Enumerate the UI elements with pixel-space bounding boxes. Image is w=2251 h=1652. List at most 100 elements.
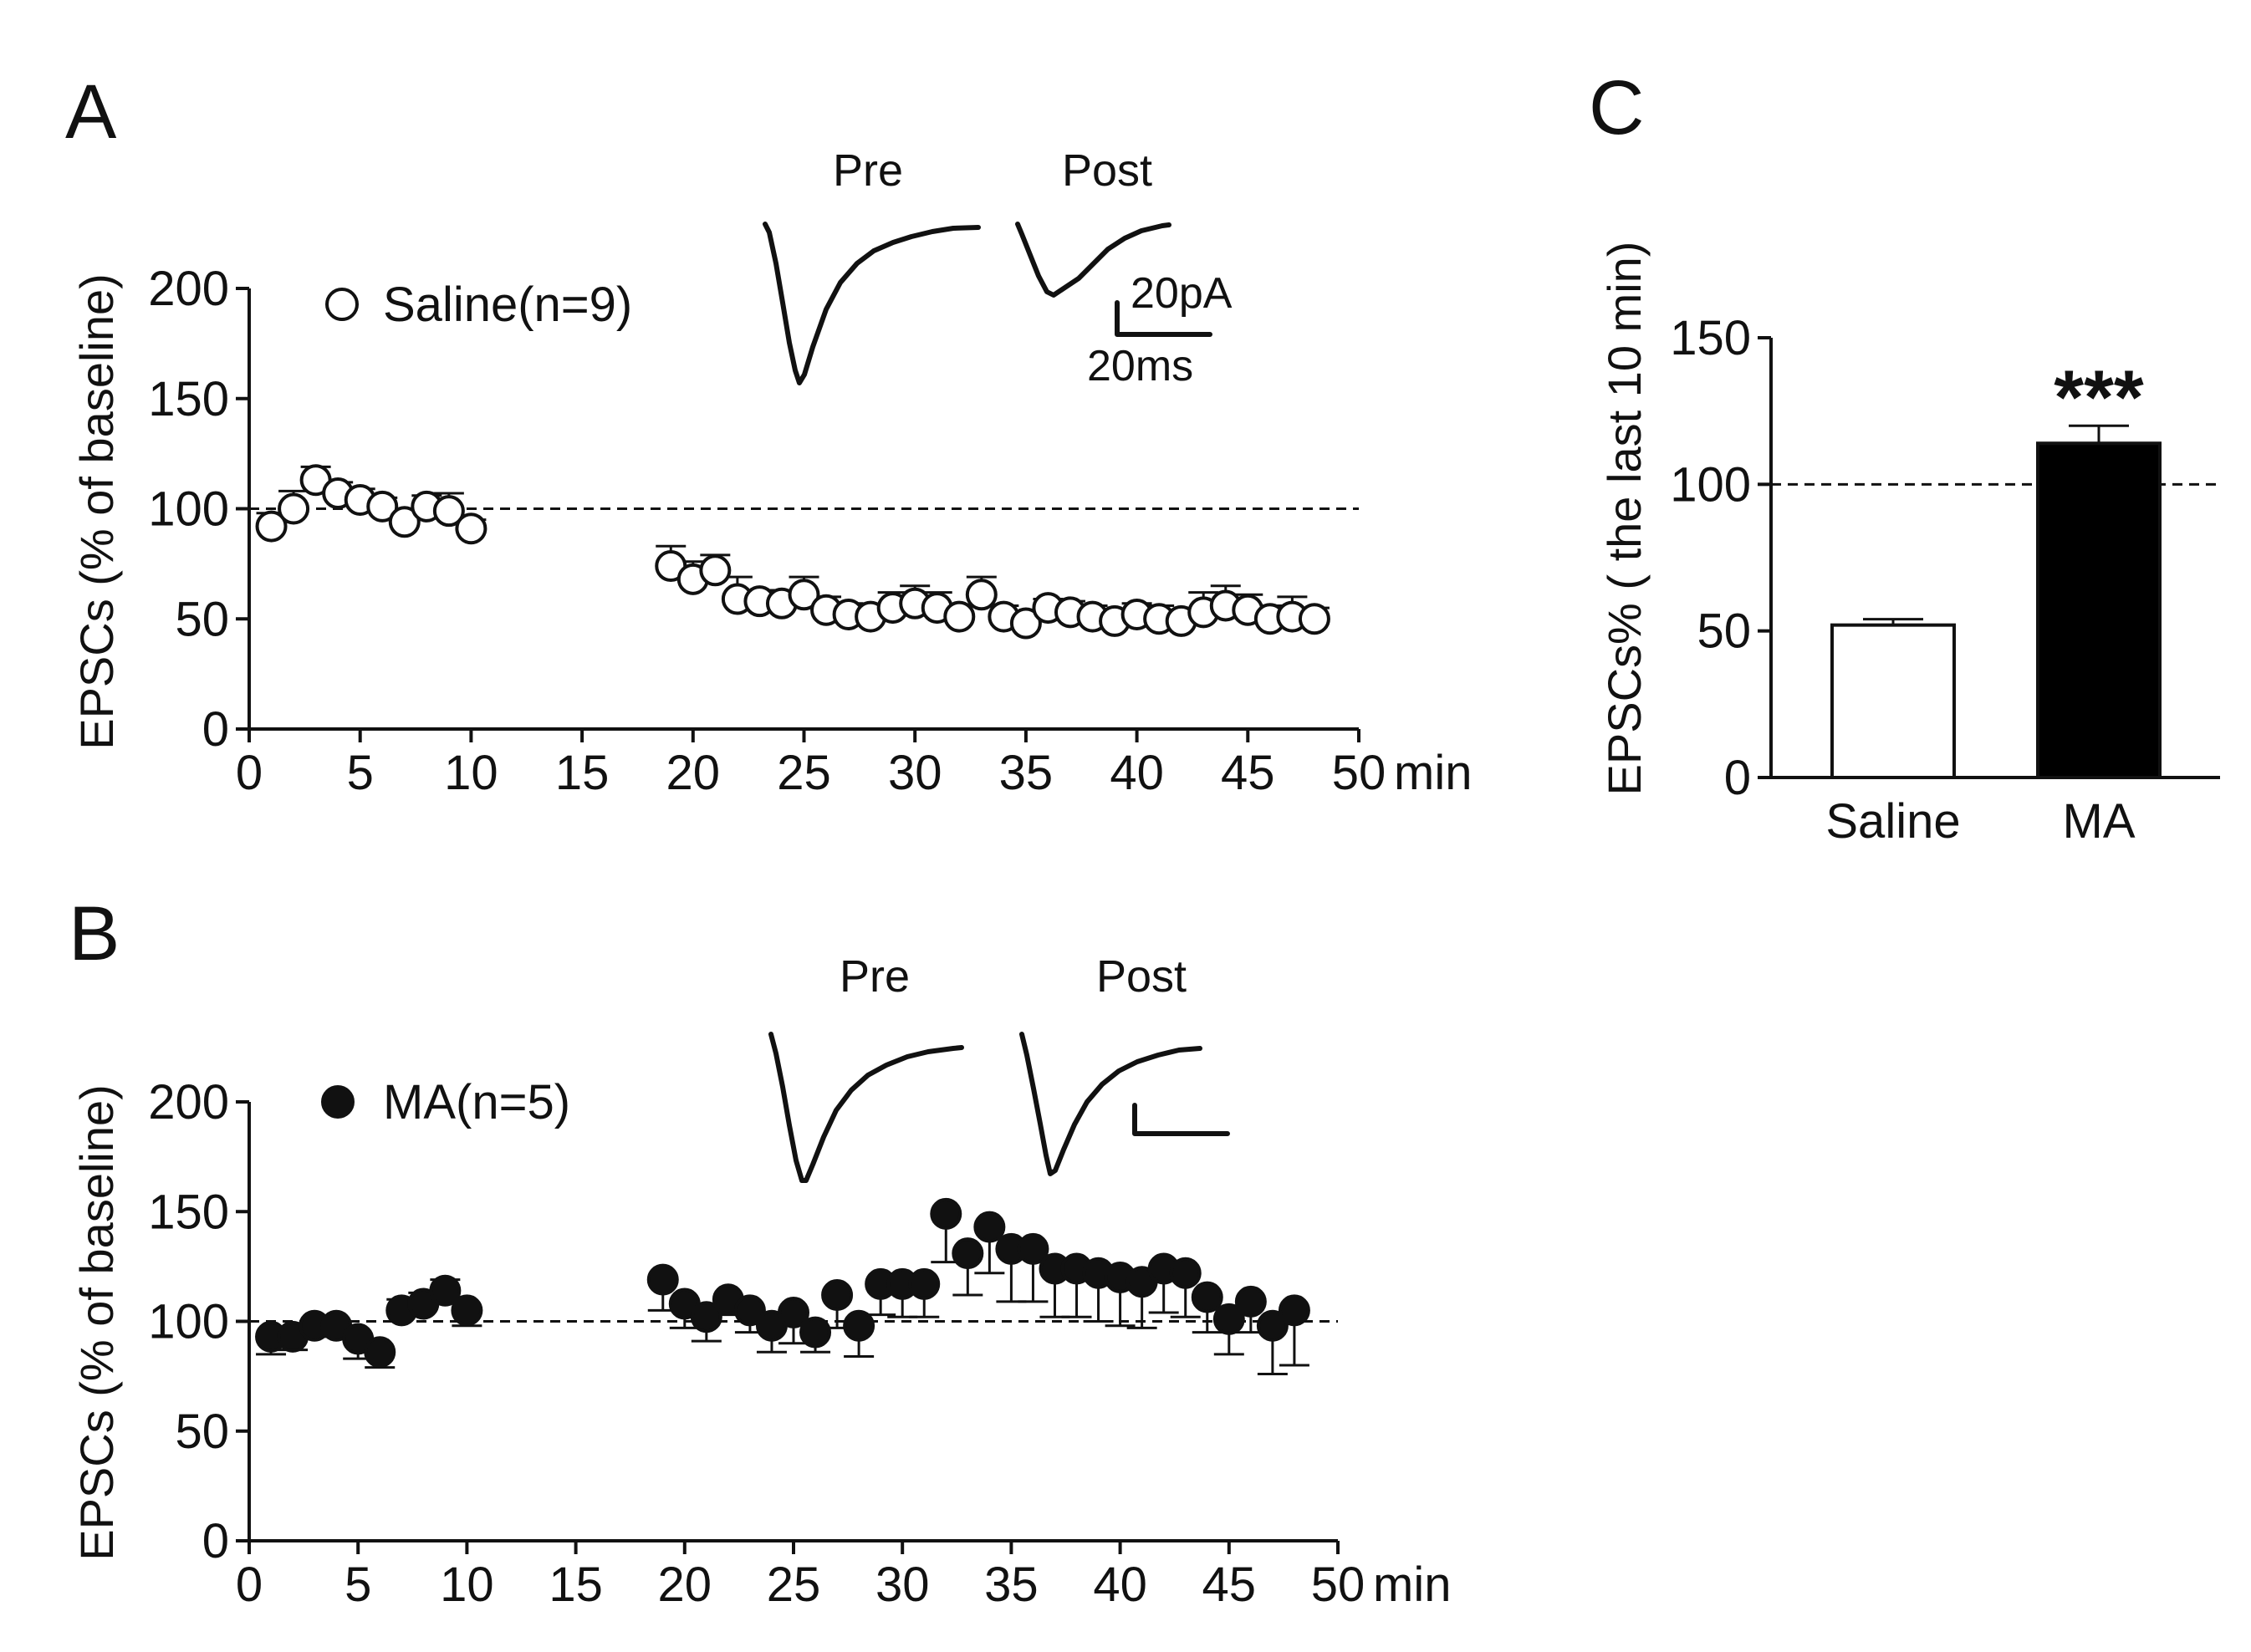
panel-c-ylabel: EPSCs% ( the last 10 min)	[1598, 242, 1651, 796]
panel-a-label: A	[65, 69, 117, 155]
panel-a-scale-x-label: 20ms	[1087, 342, 1193, 390]
panel-c-category-label: MA	[2063, 794, 2136, 849]
panel-a-x-tick-label: 5	[347, 746, 374, 800]
panel-a-data-point	[1009, 607, 1042, 640]
panel-b-y-tick-label: 100	[148, 1295, 229, 1349]
panel-a: A EPSCs (% of baseline) Saline(n=9) Pre …	[65, 69, 1472, 800]
panel-a-data-point	[432, 495, 465, 528]
panel-b-y-tick-label: 0	[202, 1514, 229, 1568]
panel-a-legend-label: Saline(n=9)	[383, 278, 632, 332]
panel-a-x-tick-label: 30	[888, 746, 942, 800]
panel-b: B EPSCs (% of baseline) MA(n=5) Pre Post…	[69, 891, 1451, 1612]
panel-a-x-unit-label: min	[1394, 746, 1472, 800]
panel-b-post-label: Post	[1096, 951, 1187, 1002]
panel-c-significance-marker: ***	[2054, 355, 2144, 441]
panel-b-ylabel: EPSCs (% of baseline)	[70, 1084, 123, 1561]
panel-a-inset: Pre Post 20pA 20ms	[763, 145, 1233, 390]
panel-c-category-label: Saline	[1825, 794, 1960, 849]
panel-a-scale-y-label: 20pA	[1131, 269, 1233, 318]
panel-b-scale-bar	[1132, 1103, 1230, 1136]
panel-b-data-point	[429, 1274, 462, 1307]
panel-b-data-point	[908, 1267, 941, 1300]
panel-b-pre-label: Pre	[840, 951, 910, 1002]
panel-a-legend: Saline(n=9)	[325, 278, 632, 332]
panel-a-pre-label: Pre	[833, 145, 903, 196]
panel-b-data-point	[952, 1237, 984, 1270]
panel-b-x-tick-label: 50	[1311, 1558, 1365, 1612]
panel-a-data-point	[699, 554, 732, 587]
panel-c-y-tick-label: 150	[1670, 311, 1751, 365]
panel-a-x-tick-label: 10	[444, 746, 498, 800]
panel-b-data-point	[1169, 1257, 1202, 1289]
legend-open-circle-marker	[325, 288, 359, 321]
panel-c-label: C	[1589, 65, 1644, 150]
panel-b-x-tick-label: 0	[236, 1558, 263, 1612]
panel-b-pre-trace	[768, 1032, 964, 1183]
panel-b-inset: Pre Post	[768, 951, 1230, 1183]
panel-c-y-tick-label: 50	[1697, 604, 1751, 659]
panel-a-scale-bar	[1115, 300, 1212, 337]
panel-b-y-tick-label: 50	[175, 1405, 229, 1459]
panel-c-plot: 0 50 100 150 Saline MA ***	[1670, 311, 2220, 849]
legend-filled-circle-marker	[321, 1085, 355, 1119]
panel-c-y-tick-label: 100	[1670, 457, 1751, 512]
panel-a-x-tick-label: 20	[666, 746, 721, 800]
panel-b-y-tick-label: 200	[148, 1075, 229, 1129]
panel-c: C EPSCs% ( the last 10 min) 0 50 100 150 Sal…	[1589, 65, 2220, 849]
panel-b-x-unit-label: min	[1373, 1558, 1451, 1612]
panel-b-x-tick-label: 20	[658, 1558, 712, 1612]
panel-c-bar-saline	[1830, 623, 1956, 779]
panel-a-data-point	[388, 506, 421, 538]
panel-b-data-point	[451, 1294, 483, 1327]
panel-b-data-point	[733, 1294, 766, 1327]
panel-b-data-point	[1234, 1285, 1267, 1318]
panel-a-data-point	[366, 490, 399, 523]
panel-b-x-tick-label: 15	[549, 1558, 603, 1612]
panel-a-x-tick-label: 50	[1332, 746, 1386, 800]
panel-a-data-point	[965, 579, 998, 611]
panel-a-data-point	[455, 512, 487, 545]
panel-a-x-tick-label: 45	[1221, 746, 1275, 800]
panel-b-data-point	[364, 1336, 396, 1369]
panel-a-y-tick-label: 100	[148, 482, 229, 537]
panel-a-x-tick-label: 40	[1110, 746, 1164, 800]
panel-b-data-point	[843, 1309, 875, 1342]
panel-a-x-tick-label: 25	[777, 746, 831, 800]
panel-b-x-tick-label: 35	[984, 1558, 1039, 1612]
panel-b-data-point	[1017, 1232, 1049, 1265]
panel-b-data-point	[690, 1301, 722, 1333]
panel-a-data-point	[943, 600, 976, 633]
panel-b-y-tick-label: 150	[148, 1185, 229, 1239]
panel-a-post-label: Post	[1062, 145, 1152, 196]
panel-b-x-tick-label: 25	[767, 1558, 821, 1612]
panel-a-ylabel: EPSCs (% of baseline)	[70, 273, 123, 750]
panel-b-data-point	[930, 1197, 962, 1230]
panel-a-data-point	[1298, 603, 1330, 635]
panel-a-y-tick-label: 0	[202, 702, 229, 757]
panel-a-data-point	[255, 510, 288, 543]
panel-b-post-trace	[1019, 1032, 1202, 1176]
panel-a-pre-trace	[763, 222, 981, 385]
panel-b-data-point	[778, 1297, 809, 1328]
panel-a-y-tick-label: 150	[148, 372, 229, 426]
panel-b-data-point	[799, 1316, 832, 1349]
panel-a-y-tick-label: 50	[175, 592, 229, 646]
panel-b-data-point	[1256, 1309, 1289, 1342]
panel-a-x-tick-label: 35	[999, 746, 1054, 800]
panel-b-label: B	[69, 891, 120, 976]
panel-b-data-point	[821, 1279, 854, 1311]
panel-b-x-tick-label: 30	[875, 1558, 930, 1612]
panel-a-post-trace	[1015, 222, 1171, 298]
panel-c-bar-ma	[2036, 441, 2162, 779]
panel-a-x-tick-label: 15	[555, 746, 610, 800]
panel-b-legend-label: MA(n=5)	[383, 1075, 570, 1129]
panel-b-data-point	[1191, 1281, 1223, 1313]
panel-b-data-point	[1278, 1294, 1310, 1327]
panel-b-legend: MA(n=5)	[321, 1075, 570, 1129]
panel-b-x-tick-label: 5	[345, 1558, 371, 1612]
panel-b-x-tick-label: 10	[440, 1558, 494, 1612]
panel-b-x-tick-label: 40	[1093, 1558, 1147, 1612]
